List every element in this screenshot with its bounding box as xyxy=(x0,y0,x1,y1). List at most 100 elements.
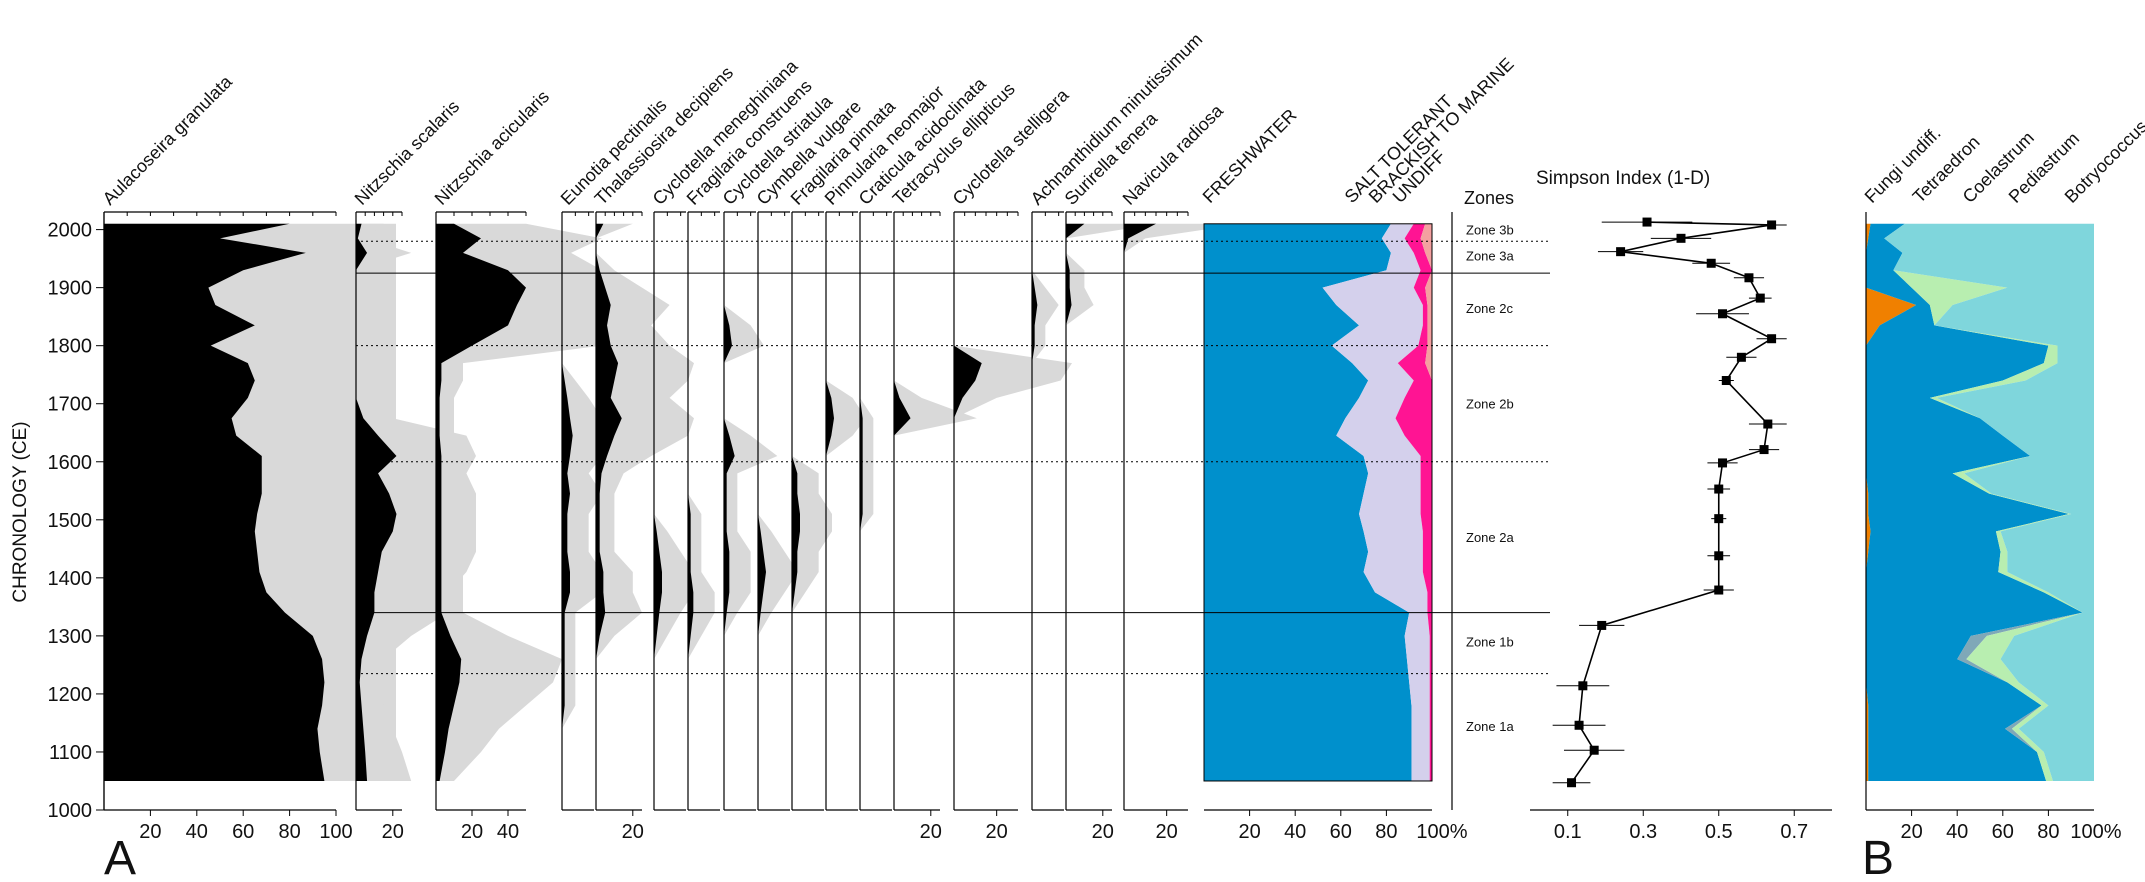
salinity-tick-label-20: 20 xyxy=(1238,821,1260,843)
simpson-point-1146 xyxy=(1574,720,1584,730)
salinity-tick-label-60: 60 xyxy=(1330,821,1352,843)
y-tick-label-1200: 1200 xyxy=(48,684,93,706)
boundary-layer xyxy=(356,240,1550,675)
taxon-curve-pinnularia-neomajor xyxy=(826,223,834,781)
simpson-point-1962 xyxy=(1616,247,1626,257)
taxon-exaggeration-nitzschia-acicularis xyxy=(436,223,602,781)
y-tick-label-1900: 1900 xyxy=(48,278,93,300)
simpson-line xyxy=(1570,221,1774,784)
taxon-exaggeration-thalassiosira-decipiens xyxy=(596,223,694,781)
simpson-point-1047 xyxy=(1567,778,1577,788)
taxon-curve-eunotia-pectinalis xyxy=(562,223,573,781)
simpson-point-1780 xyxy=(1736,352,1746,362)
zone-label-zone-2b: Zone 2b xyxy=(1466,397,1514,412)
simpson-tick-label-0.3: 0.3 xyxy=(1629,821,1657,843)
salinity-area-undiff xyxy=(1420,223,1432,781)
salinity-frame xyxy=(1203,223,1433,782)
simpson-point-1942 xyxy=(1706,258,1716,268)
salinity-end-label: 100% xyxy=(1416,821,1467,843)
simpson-point-1553 xyxy=(1714,484,1724,494)
simpson-point-1214 xyxy=(1578,681,1588,691)
taxon-exaggeration-tetracyclus-ellipticus xyxy=(894,223,977,781)
taxon-tick-label-aulacoseira-granulata-20: 20 xyxy=(139,821,161,843)
panel-b-end-label: 100% xyxy=(2070,821,2121,843)
taxon-tick-label-thalassiosira-decipiens-20: 20 xyxy=(622,821,644,843)
y-tick-label-1300: 1300 xyxy=(48,626,93,648)
algae-area-coelastrum xyxy=(1884,223,2083,781)
y-tick-label-1000: 1000 xyxy=(48,800,93,822)
simpson-point-1621 xyxy=(1759,445,1769,455)
taxon-exaggeration-nitzschia-scalaris xyxy=(356,223,476,781)
taxon-curve-surirella-tenera xyxy=(1066,223,1085,781)
y-tick-label-1800: 1800 xyxy=(48,336,93,358)
zones-header: Zones xyxy=(1464,188,1514,208)
simpson-point-2008 xyxy=(1767,220,1777,230)
taxon-curve-navicula-radiosa xyxy=(1124,223,1156,781)
taxon-exaggeration-eunotia-pectinalis xyxy=(562,223,616,781)
taxon-tick-label-nitzschia-acicularis-40: 40 xyxy=(497,821,519,843)
simpson-index-title: Simpson Index (1-D) xyxy=(1536,168,1710,189)
y-tick-label-1700: 1700 xyxy=(48,394,93,416)
simpson-point-1502 xyxy=(1714,514,1724,524)
taxon-curve-nitzschia-scalaris xyxy=(356,223,397,781)
y-tick-label-1600: 1600 xyxy=(48,452,93,474)
zone-label-zone-1b: Zone 1b xyxy=(1466,635,1514,650)
taxon-tick-label-navicula-radiosa-20: 20 xyxy=(1156,821,1178,843)
taxon-curve-cyclotella-meneghiniana xyxy=(654,223,662,781)
taxon-label-achnanthidium-minutissimum: Achnanthidium minutissimum xyxy=(1027,29,1207,209)
panel-b-tick-label-40: 40 xyxy=(1946,821,1968,843)
zone-label-zone-3b: Zone 3b xyxy=(1466,223,1514,238)
y-tick-label-2000: 2000 xyxy=(48,220,93,242)
taxon-curve-achnanthidium-minutissimum xyxy=(1032,223,1038,781)
panel-b-tick-label-60: 60 xyxy=(1992,821,2014,843)
taxon-curve-craticula-acidoclinata xyxy=(860,223,863,781)
taxon-curve-fragilaria-construens xyxy=(688,223,694,781)
taxon-exaggeration-fragilaria-pinnata xyxy=(792,223,832,781)
simpson-point-1740 xyxy=(1721,376,1731,386)
zone-label-zone-2a: Zone 2a xyxy=(1466,530,1514,545)
salinity-tick-label-40: 40 xyxy=(1284,821,1306,843)
taxon-exaggeration-cyclotella-stelligera xyxy=(954,223,1072,781)
panel-b-tick-label-80: 80 xyxy=(2037,821,2059,843)
taxon-exaggeration-achnanthidium-minutissimum xyxy=(1032,223,1059,781)
taxon-curve-cyclotella-stelligera xyxy=(954,223,982,781)
taxon-label-aulacoseira-granulata: Aulacoseira granulata xyxy=(99,71,237,209)
taxon-curve-cymbella-vulgare xyxy=(758,223,766,781)
salinity-area-freshwater xyxy=(1204,223,1412,781)
taxon-curve-nitzschia-acicularis xyxy=(436,223,526,781)
fill-layer xyxy=(104,217,2094,788)
simpson-point-1882 xyxy=(1755,293,1765,303)
panel-label-a: A xyxy=(104,832,136,877)
taxon-tick-label-nitzschia-acicularis-20: 20 xyxy=(461,821,483,843)
zone-label-zone-3a: Zone 3a xyxy=(1466,249,1514,264)
taxon-curve-cyclotella-striatula xyxy=(724,223,735,781)
taxon-curve-aulacoseira-granulata xyxy=(104,223,325,781)
zone-label-zone-1a: Zone 1a xyxy=(1466,719,1514,734)
taxon-exaggeration-surirella-tenera xyxy=(1066,223,1158,781)
salinity-tick-label-80: 80 xyxy=(1375,821,1397,843)
simpson-point-1985 xyxy=(1676,233,1686,243)
simpson-point-1379 xyxy=(1714,585,1724,595)
axes-layer: 1000 1100 1200 1300 1400 1500 1600 1700 1800 1900… xyxy=(48,211,2122,843)
simpson-tick-label-0.1: 0.1 xyxy=(1554,821,1582,843)
taxon-exaggeration-fragilaria-construens xyxy=(688,223,715,781)
y-tick-label-1100: 1100 xyxy=(49,742,92,764)
y-tick-label-1500: 1500 xyxy=(48,510,93,532)
algae-area-pediastrum xyxy=(1884,223,2083,781)
simpson-point-1812 xyxy=(1767,334,1777,344)
zone-label-zone-2c: Zone 2c xyxy=(1466,301,1513,316)
panel-b-tick-label-20: 20 xyxy=(1900,821,1922,843)
taxon-exaggeration-craticula-acidoclinata xyxy=(860,223,874,781)
taxon-tick-label-aulacoseira-granulata-80: 80 xyxy=(278,821,300,843)
taxon-tick-label-aulacoseira-granulata-60: 60 xyxy=(232,821,254,843)
salinity-label-brackish-to-marine: BRACKISH TO MARINE xyxy=(1365,54,1518,207)
taxon-tick-label-surirella-tenera-20: 20 xyxy=(1092,821,1114,843)
salinity-area-brackish-to-marine xyxy=(1395,223,1432,781)
panel-label-b: B xyxy=(1862,832,1894,877)
taxon-tick-label-tetracyclus-ellipticus-20: 20 xyxy=(920,821,942,843)
simpson-point-1855 xyxy=(1718,309,1728,319)
simpson-point-1438 xyxy=(1714,551,1724,561)
simpson-point-2013 xyxy=(1642,217,1652,227)
